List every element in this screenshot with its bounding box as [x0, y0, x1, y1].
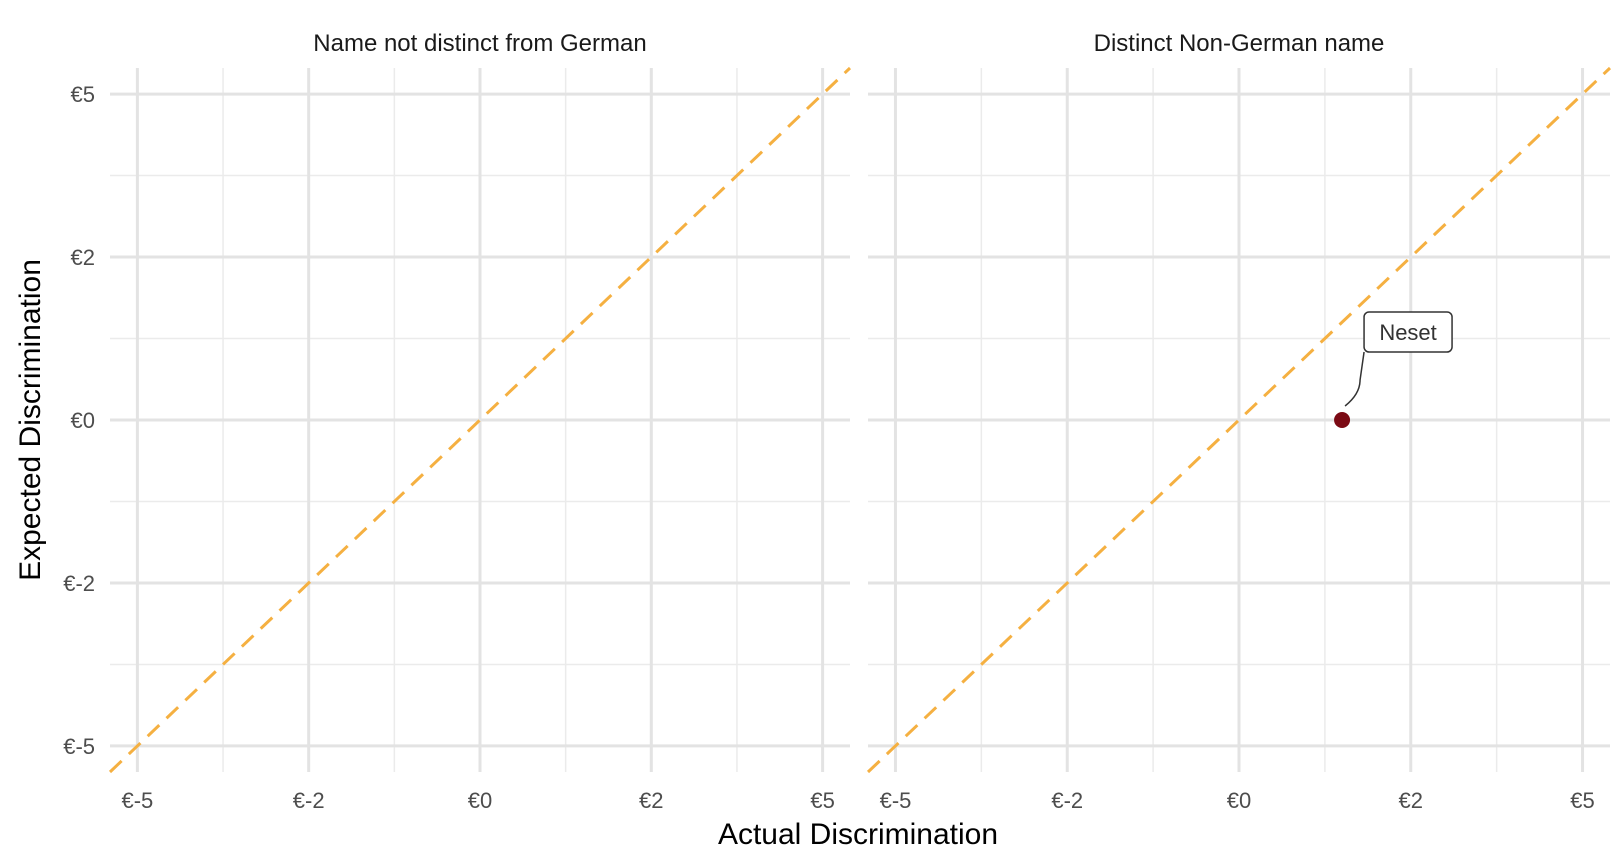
x-tick-label: €-5	[880, 788, 912, 813]
x-tick-label: €0	[1227, 788, 1251, 813]
y-tick-label: €0	[71, 408, 95, 433]
x-axis-title: Actual Discrimination	[718, 818, 998, 851]
data-point	[1334, 412, 1351, 428]
point-label-box	[1363, 311, 1453, 353]
x-tick-label: €5	[1570, 788, 1594, 813]
x-tick-label: €0	[468, 788, 492, 813]
panel-1: Name not distinct from German €-5 €-2 €0 €2 €…	[63, 30, 852, 813]
x-tick-label: €2	[1399, 788, 1423, 813]
panel-title: Distinct Non-German name	[1094, 30, 1385, 57]
y-tick-label: €-2	[63, 571, 95, 596]
panel-2: Distinct Non-German name €-5 €-2 €0 €2 €5 Nese…	[866, 30, 1612, 813]
panels-layer: Name not distinct from German €-5 €-2 €0 €2 €…	[63, 30, 1612, 813]
x-tick-label: €-2	[1051, 788, 1083, 813]
y-axis-title: Expected Discrimination	[14, 259, 47, 581]
x-tick-label: €2	[639, 788, 663, 813]
x-tick-label: €-5	[122, 788, 154, 813]
panel-title: Name not distinct from German	[313, 30, 646, 57]
label-leader-line	[1344, 351, 1365, 407]
y-tick-label: €5	[71, 82, 95, 107]
x-tick-label: €-2	[293, 788, 325, 813]
reference-line	[108, 66, 852, 774]
y-tick-label: €2	[71, 245, 95, 270]
x-tick-label: €5	[810, 788, 834, 813]
reference-line	[866, 66, 1612, 774]
y-tick-label: €-5	[63, 734, 95, 759]
point-label: Neset	[1379, 320, 1436, 345]
